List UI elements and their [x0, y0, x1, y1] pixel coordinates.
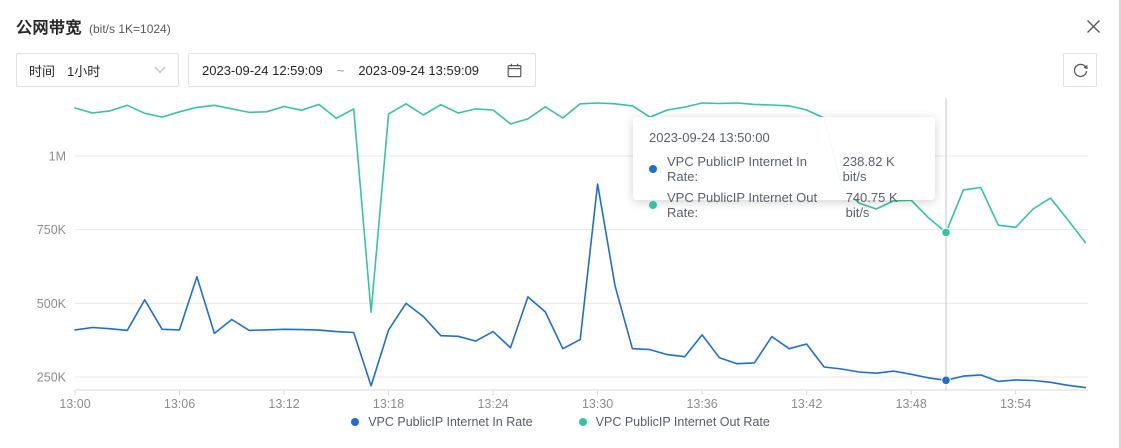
calendar-icon: [507, 63, 522, 78]
legend-item-in-rate[interactable]: VPC PublicIP Internet In Rate: [351, 415, 533, 429]
x-axis-label-13:54: 13:54: [1000, 397, 1031, 411]
tooltip-label: VPC PublicIP Internet Out Rate:: [667, 190, 818, 220]
x-axis-label-13:30: 13:30: [582, 397, 613, 411]
x-axis-label-13:24: 13:24: [477, 397, 508, 411]
time-range-select[interactable]: 时间 1小时: [16, 53, 179, 87]
tooltip-value: 740.75 K bit/s: [845, 190, 898, 220]
legend-dot-out: [578, 418, 587, 426]
x-axis-label-13:06: 13:06: [164, 397, 195, 411]
y-axis-label-500K: 500K: [37, 297, 67, 311]
tooltip-timestamp: 2023-09-24 13:50:00: [649, 130, 770, 145]
series-line-1[interactable]: [74, 102, 1087, 314]
date-range-picker[interactable]: 2023-09-24 12:59:09 ~ 2023-09-24 13:59:0…: [188, 53, 536, 87]
legend-item-out-rate[interactable]: VPC PublicIP Internet Out Rate: [578, 415, 770, 429]
window-edge: [1119, 0, 1121, 448]
date-range-separator: ~: [336, 62, 345, 78]
series-dot-in: [649, 165, 657, 173]
page-title: 公网带宽: [16, 20, 83, 37]
date-end-value: 2023-09-24 13:59:09: [358, 62, 480, 78]
series-dot-out: [649, 201, 657, 209]
chart-legend: VPC PublicIP Internet In Rate VPC Public…: [0, 415, 1121, 429]
x-axis-label-13:36: 13:36: [686, 397, 717, 411]
time-select-value: 1小时: [67, 63, 101, 79]
time-select-label: 时间: [29, 63, 56, 79]
highlight-marker-0: [941, 375, 951, 386]
chevron-down-icon: [154, 66, 166, 74]
x-axis-label-13:12: 13:12: [268, 397, 299, 411]
y-axis-label-1M: 1M: [49, 150, 66, 164]
x-axis-label-13:48: 13:48: [896, 397, 927, 411]
legend-dot-in: [351, 418, 360, 426]
tooltip-row-out-rate: VPC PublicIP Internet Out Rate: 740.75 K…: [649, 190, 919, 220]
x-axis-label-13:42: 13:42: [791, 397, 822, 411]
refresh-button[interactable]: [1063, 53, 1097, 87]
highlight-marker-1: [941, 227, 951, 238]
refresh-icon: [1072, 62, 1089, 79]
x-axis-label-13:18: 13:18: [373, 397, 404, 411]
chart-tooltip: 2023-09-24 13:50:00 VPC PublicIP Interne…: [633, 117, 935, 220]
panel-header: 公网带宽 (bit/s 1K=1024): [16, 14, 171, 38]
series-line-0[interactable]: [74, 183, 1087, 389]
tooltip-label: VPC PublicIP Internet In Rate:: [667, 154, 807, 184]
tooltip-row-in-rate: VPC PublicIP Internet In Rate: 238.82 K …: [649, 154, 919, 184]
legend-label: VPC PublicIP Internet In Rate: [368, 415, 533, 429]
tooltip-value: 238.82 K bit/s: [842, 154, 895, 184]
y-axis-label-750K: 750K: [37, 223, 67, 237]
x-axis-label-13:00: 13:00: [59, 397, 90, 411]
y-axis-label-250K: 250K: [37, 371, 67, 385]
legend-label: VPC PublicIP Internet Out Rate: [595, 415, 770, 429]
unit-note: (bit/s 1K=1024): [89, 22, 171, 36]
date-start-value: 2023-09-24 12:59:09: [202, 62, 323, 78]
close-icon[interactable]: [1084, 17, 1102, 35]
